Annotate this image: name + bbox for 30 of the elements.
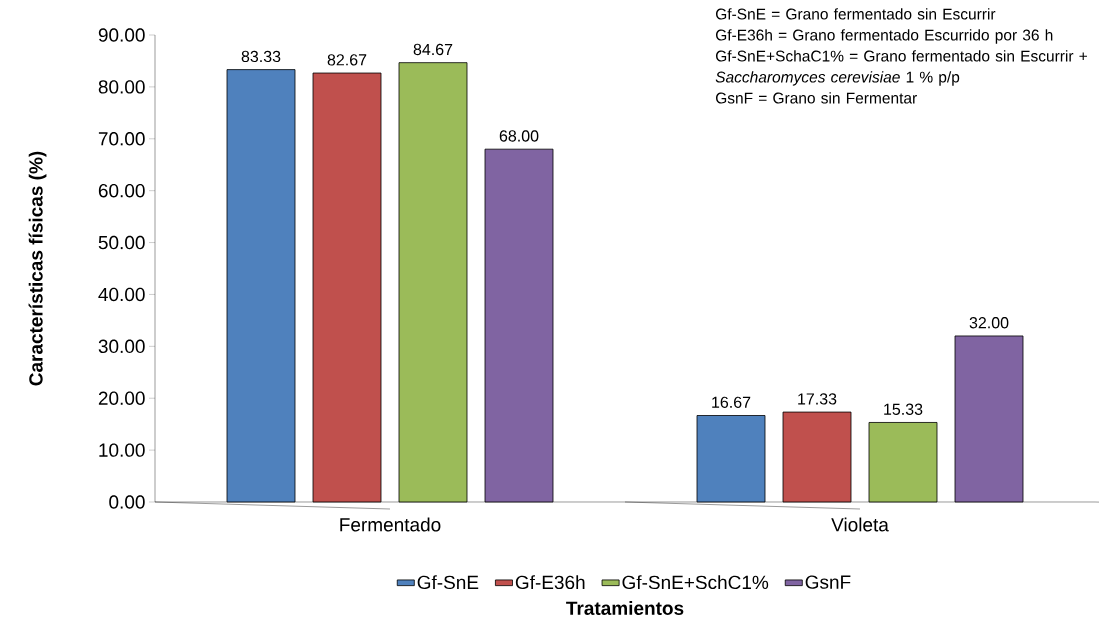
y-tick-label: 40.00 — [98, 287, 145, 302]
y-tick-label: 20.00 — [98, 391, 145, 405]
legend-label: Gf-SnE — [417, 575, 479, 590]
legend-label: Gf-E36h — [515, 575, 585, 590]
x-tick-label: Violeta — [831, 517, 889, 532]
y-tick-label: 0.00 — [109, 495, 145, 509]
annotation: Gf-SnE+SchaC1% = Grano fermentado sin Escurrir + Saccharomyces cerevisiae 1 % p/p — [715, 50, 1087, 86]
data-label: 82.67 — [327, 54, 367, 66]
x-tick-label: Fermentado — [340, 517, 441, 532]
x-axis-title: Tratamientos — [566, 601, 684, 615]
data-label: 83.33 — [241, 50, 281, 63]
y-tick-label: 80.00 — [98, 80, 145, 94]
y-tick-label: 30.00 — [98, 339, 145, 354]
legend-label: Gf-SnE+SchC1% — [622, 575, 769, 590]
annotation: GsnF = Grano sin Fermentar — [715, 92, 917, 104]
data-label: 16.67 — [712, 396, 751, 408]
y-tick-label: 70.00 — [98, 132, 145, 146]
legend-label: GsnF — [805, 575, 851, 589]
text: Gf-SnE = Grano fermentado sin Escurrir — [715, 8, 996, 20]
y-tick-label: 10.00 — [99, 443, 145, 457]
data-label: 17.33 — [798, 393, 837, 405]
y-tick-label: 90.00 — [98, 28, 145, 42]
y-axis-title: Características físicas (%) — [28, 151, 47, 386]
y-tick-label: 50.00 — [98, 235, 145, 250]
data-label: 32.00 — [969, 317, 1009, 329]
annotation: Gf-E36h = Grano fermentado Escurrido por 36 h — [715, 29, 1053, 44]
data-label: 68.00 — [499, 130, 539, 142]
y-tick-label: 60.00 — [98, 183, 145, 198]
data-label: 15.33 — [884, 403, 923, 415]
data-label: 84.67 — [413, 43, 453, 56]
